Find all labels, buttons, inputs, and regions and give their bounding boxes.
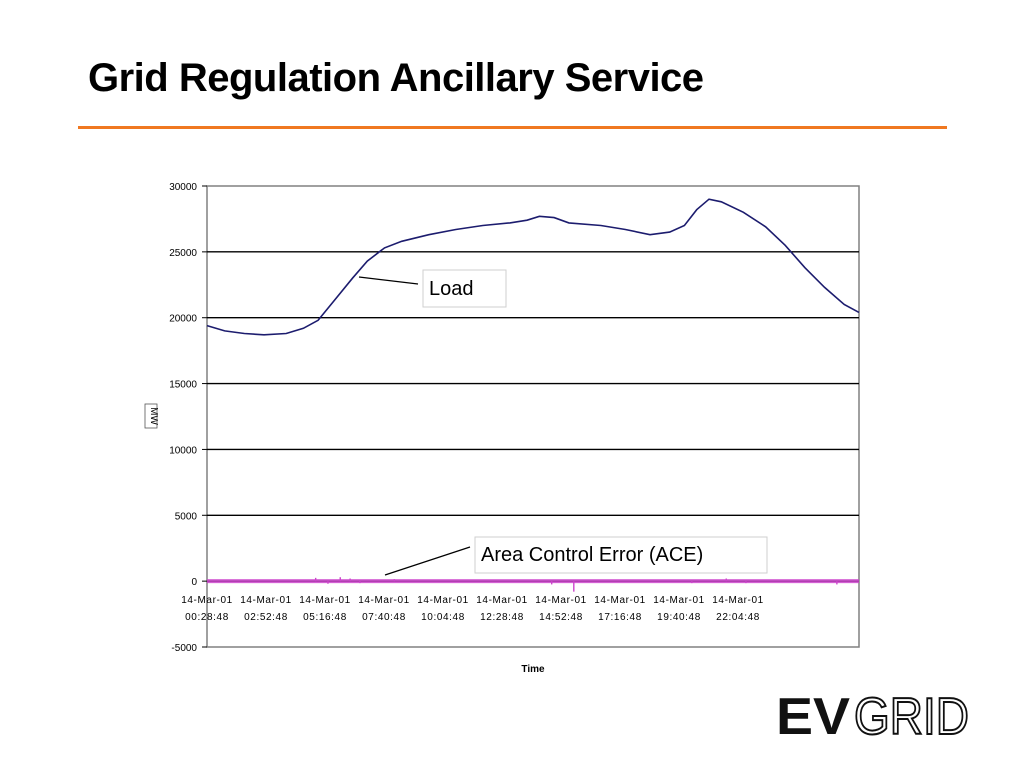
y-tick-label: 20000 bbox=[169, 314, 197, 325]
x-tick-label-time: 12:28:48 bbox=[480, 612, 524, 623]
x-tick-label-time: 17:16:48 bbox=[598, 612, 642, 623]
y-tick-label: 30000 bbox=[169, 182, 197, 193]
x-tick-label-date: 14-Mar-01 bbox=[535, 595, 587, 606]
y-tick-label: 5000 bbox=[175, 511, 198, 522]
y-tick-label: -5000 bbox=[171, 643, 197, 654]
y-tick-label: 0 bbox=[191, 577, 197, 588]
x-tick-label-date: 14-Mar-01 bbox=[476, 595, 528, 606]
x-tick-label-time: 14:52:48 bbox=[539, 612, 583, 623]
x-tick-label-date: 14-Mar-01 bbox=[594, 595, 646, 606]
x-tick-label-time: 00:28:48 bbox=[185, 612, 229, 623]
x-tick-label-time: 07:40:48 bbox=[362, 612, 406, 623]
annotation-load-label: Load bbox=[429, 278, 474, 300]
x-tick-label-date: 14-Mar-01 bbox=[417, 595, 469, 606]
series-load-line bbox=[206, 198, 860, 336]
x-tick-label-date: 14-Mar-01 bbox=[358, 595, 410, 606]
y-tick-label: 10000 bbox=[169, 445, 197, 456]
annotation-load-leader bbox=[358, 276, 419, 285]
evgrid-logo: EV GRID bbox=[776, 690, 970, 738]
x-tick-label-time: 22:04:48 bbox=[716, 612, 760, 623]
plot-frame bbox=[206, 185, 860, 648]
x-tick-label-time: 05:16:48 bbox=[303, 612, 347, 623]
x-tick-label-date: 14-Mar-01 bbox=[240, 595, 292, 606]
x-tick-label-time: 19:40:48 bbox=[657, 612, 701, 623]
x-tick-label-date: 14-Mar-01 bbox=[653, 595, 705, 606]
y-axis-title: MW bbox=[148, 407, 159, 425]
x-tick-label-time: 10:04:48 bbox=[421, 612, 465, 623]
y-tick-label: 15000 bbox=[169, 380, 197, 391]
slide-title: Grid Regulation Ancillary Service bbox=[88, 56, 704, 100]
annotation-load-box bbox=[422, 269, 507, 308]
x-tick-label-date: 14-Mar-01 bbox=[181, 595, 233, 606]
annotation-ace-leader bbox=[384, 546, 471, 576]
title-divider bbox=[78, 126, 947, 129]
x-tick-label-date: 14-Mar-01 bbox=[299, 595, 351, 606]
svg-text:GRID: GRID bbox=[854, 690, 969, 738]
x-tick-label-time: 02:52:48 bbox=[244, 612, 288, 623]
y-axis-title-box bbox=[144, 403, 158, 429]
y-tick-label: 25000 bbox=[169, 248, 197, 259]
x-tick-label-date: 14-Mar-01 bbox=[712, 595, 764, 606]
annotation-ace-box bbox=[474, 536, 768, 574]
annotation-ace-label: Area Control Error (ACE) bbox=[481, 544, 703, 566]
svg-text:EV: EV bbox=[776, 690, 850, 738]
x-axis-title: Time bbox=[521, 664, 545, 675]
series-ace-band bbox=[207, 579, 859, 584]
